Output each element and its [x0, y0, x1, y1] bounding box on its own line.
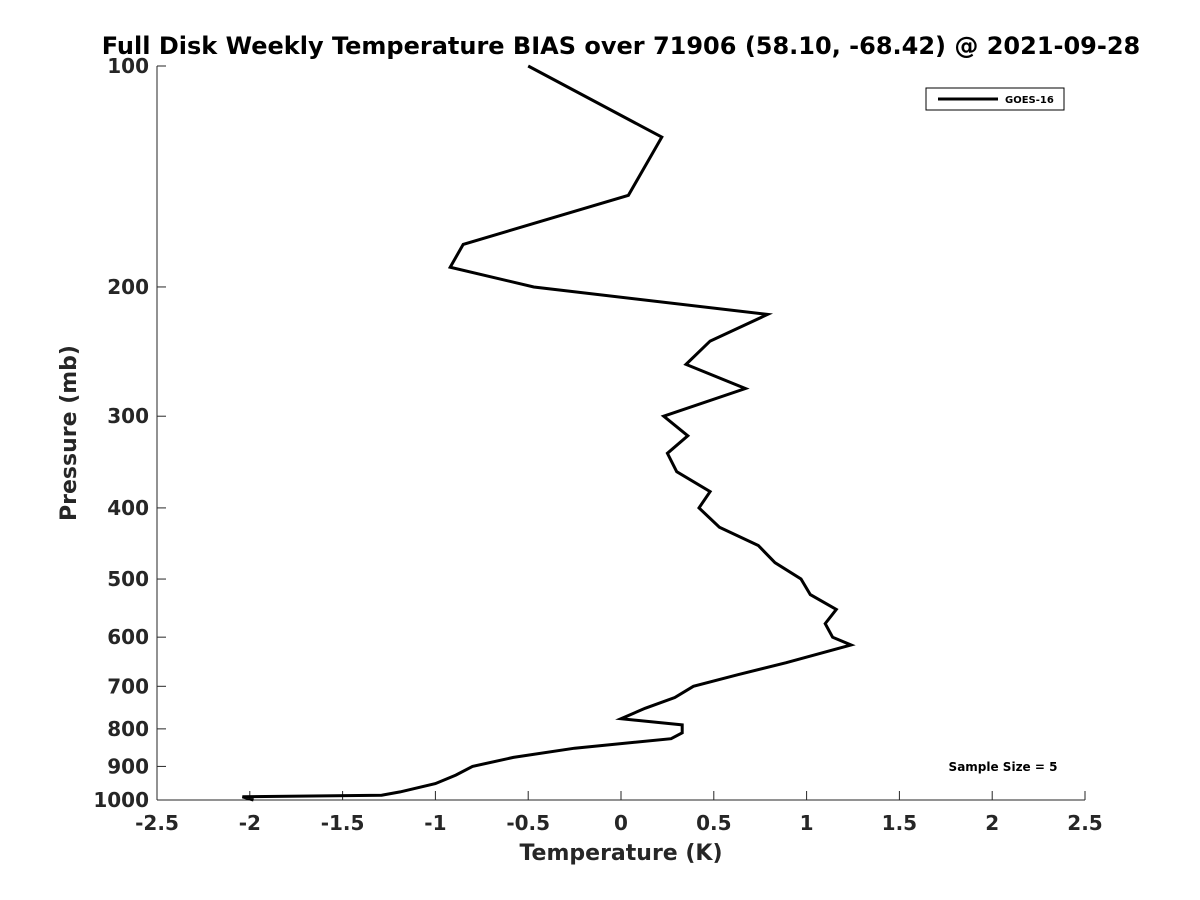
x-axis-ticks: -2.5 -2 -1.5 -1 -0.5 0 0.5 1 1.5 2 2.5	[135, 791, 1103, 835]
x-tick-label: 0.5	[696, 811, 731, 835]
y-tick-label: 700	[107, 674, 149, 698]
x-tick-label: -2.5	[135, 811, 179, 835]
y-tick-label: 900	[107, 754, 149, 778]
y-tick-label: 400	[107, 496, 149, 520]
sample-size-annotation: Sample Size = 5	[949, 760, 1058, 774]
x-tick-label: 2	[985, 811, 999, 835]
y-tick-label: 600	[107, 625, 149, 649]
y-axis-ticks: 100 200 300 400 500 600 700 800 900 1000	[93, 54, 166, 812]
y-tick-label: 300	[107, 404, 149, 428]
x-tick-label: 0	[614, 811, 628, 835]
y-tick-label: 800	[107, 717, 149, 741]
y-tick-label: 1000	[93, 788, 149, 812]
y-tick-label: 500	[107, 567, 149, 591]
legend-label: GOES-16	[1005, 95, 1054, 106]
x-tick-label: -1.5	[321, 811, 365, 835]
axes-frame	[156, 66, 1085, 801]
x-tick-label: -0.5	[506, 811, 550, 835]
chart-title: Full Disk Weekly Temperature BIAS over 7…	[102, 32, 1141, 60]
y-tick-label: 100	[107, 54, 149, 78]
x-tick-label: 1	[800, 811, 814, 835]
x-tick-label: 1.5	[882, 811, 917, 835]
x-tick-label: -1	[424, 811, 446, 835]
x-axis-label: Temperature (K)	[519, 841, 722, 866]
series-line-goes-16	[241, 64, 856, 802]
y-axis-label: Pressure (mb)	[57, 345, 82, 521]
x-tick-label: -2	[239, 811, 261, 835]
legend: GOES-16	[925, 87, 1065, 111]
y-tick-label: 200	[107, 275, 149, 299]
x-tick-label: 2.5	[1067, 811, 1102, 835]
